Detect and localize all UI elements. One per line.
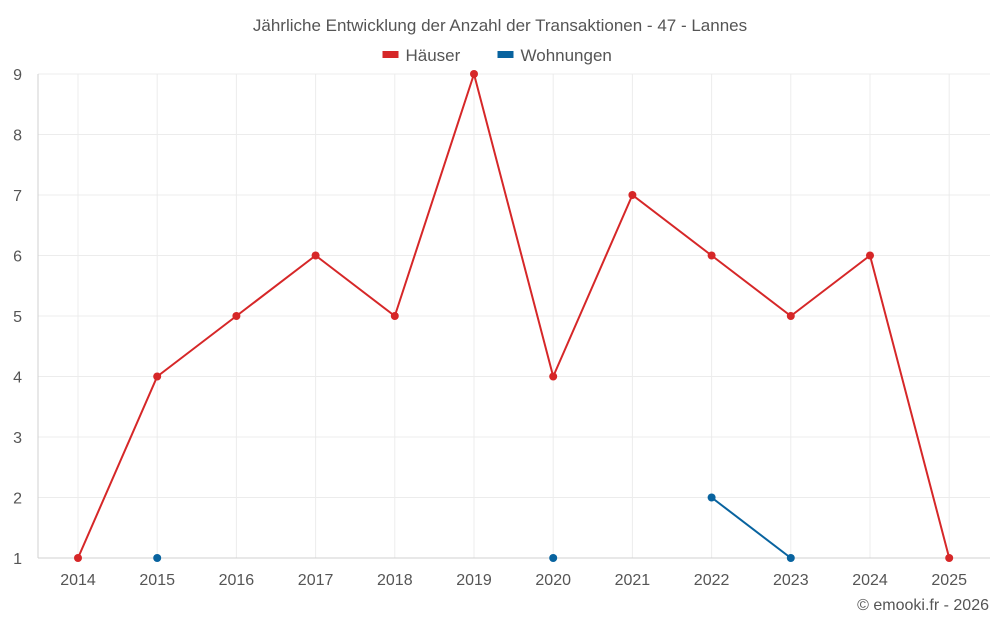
data-point[interactable] bbox=[866, 251, 874, 260]
legend-swatch bbox=[497, 51, 514, 58]
legend-label: Häuser bbox=[406, 46, 461, 65]
y-tick-label: 5 bbox=[13, 309, 22, 326]
series-wohnungen bbox=[153, 493, 795, 562]
data-point[interactable] bbox=[707, 251, 716, 260]
grid-lines bbox=[38, 73, 990, 558]
y-tick-label: 2 bbox=[13, 491, 22, 508]
y-tick-label: 1 bbox=[13, 551, 22, 568]
legend-label: Wohnungen bbox=[521, 46, 612, 65]
x-tick-label: 2015 bbox=[139, 572, 175, 589]
series-layer bbox=[74, 70, 954, 562]
legend-item[interactable]: Wohnungen bbox=[497, 46, 612, 65]
series-haeuser bbox=[74, 70, 954, 562]
x-tick-label: 2022 bbox=[694, 572, 730, 589]
y-tick-label: 7 bbox=[13, 188, 22, 205]
series-line bbox=[77, 73, 951, 559]
x-tick-label: 2020 bbox=[535, 572, 571, 589]
data-point[interactable] bbox=[153, 554, 162, 562]
data-point[interactable] bbox=[232, 312, 241, 320]
y-tick-label: 8 bbox=[13, 128, 22, 145]
y-tick-label: 4 bbox=[13, 370, 22, 387]
data-point[interactable] bbox=[470, 70, 478, 78]
credit-text: © emooki.fr - 2026 bbox=[857, 597, 989, 614]
data-point[interactable] bbox=[786, 554, 795, 562]
y-tick-label: 3 bbox=[13, 430, 22, 447]
y-tick-label: 6 bbox=[13, 249, 22, 266]
data-point[interactable] bbox=[945, 554, 954, 562]
x-tick-label: 2017 bbox=[298, 572, 334, 589]
x-tick-label: 2025 bbox=[931, 572, 967, 589]
data-point[interactable] bbox=[786, 312, 795, 320]
x-tick-label: 2014 bbox=[60, 572, 96, 589]
x-tick-label: 2021 bbox=[615, 572, 651, 589]
data-point[interactable] bbox=[390, 312, 399, 320]
data-point[interactable] bbox=[311, 251, 320, 260]
x-tick-label: 2024 bbox=[852, 572, 888, 589]
data-point[interactable] bbox=[549, 554, 558, 562]
legend-swatch bbox=[382, 51, 399, 58]
data-point[interactable] bbox=[153, 372, 162, 381]
x-tick-label: 2018 bbox=[377, 572, 413, 589]
data-point[interactable] bbox=[74, 554, 82, 562]
data-point[interactable] bbox=[707, 493, 716, 502]
legend[interactable]: Häuser Wohnungen bbox=[382, 46, 612, 65]
chart-title: Jährliche Entwicklung der Anzahl der Tra… bbox=[253, 16, 747, 35]
legend-item[interactable]: Häuser bbox=[382, 46, 461, 65]
data-point[interactable] bbox=[628, 191, 637, 199]
y-tick-label: 9 bbox=[13, 67, 22, 84]
axes: 1 2 3 4 5 6 7 8 9 2014 2015 2016 2017 2018 2019 2020 202… bbox=[13, 67, 990, 589]
x-tick-label: 2016 bbox=[219, 572, 255, 589]
x-tick-label: 2019 bbox=[456, 572, 492, 589]
x-tick-label: 2023 bbox=[773, 572, 809, 589]
series-line bbox=[710, 496, 792, 559]
data-point[interactable] bbox=[549, 372, 558, 381]
